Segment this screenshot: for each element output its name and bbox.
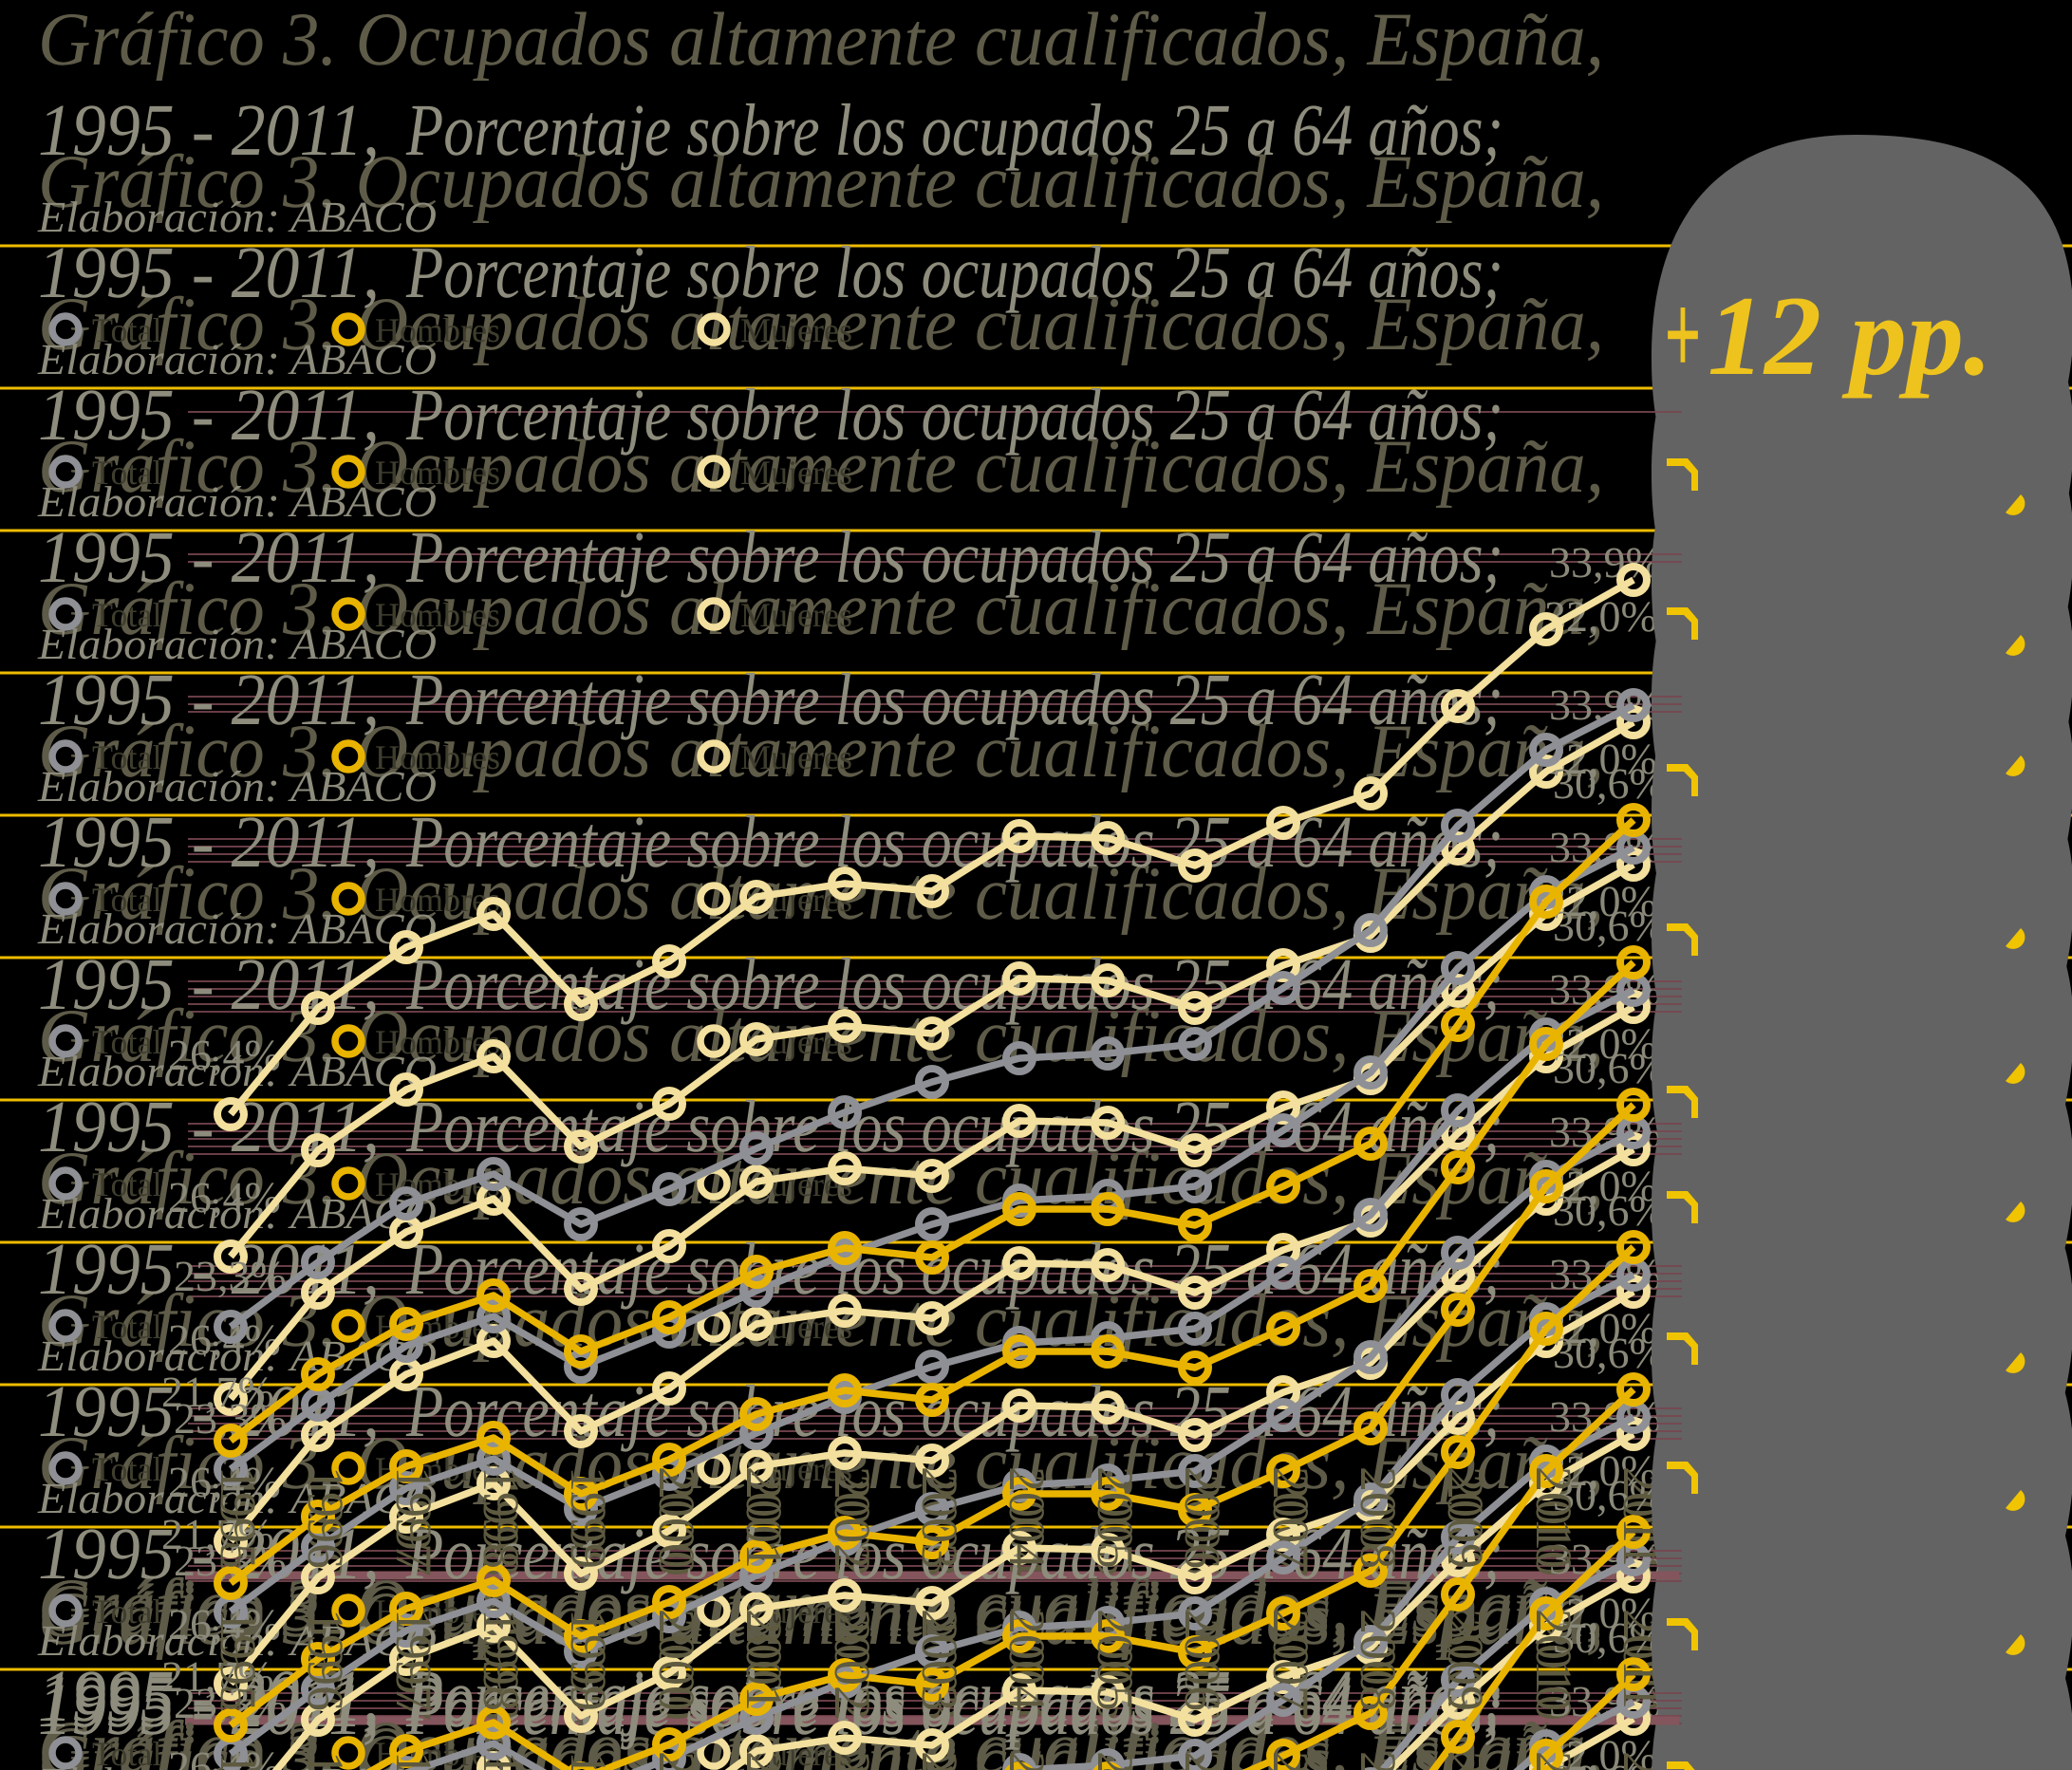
svg-text:12 pp.: 12 pp. bbox=[1708, 272, 1992, 399]
svg-text:+: + bbox=[1664, 270, 1701, 400]
